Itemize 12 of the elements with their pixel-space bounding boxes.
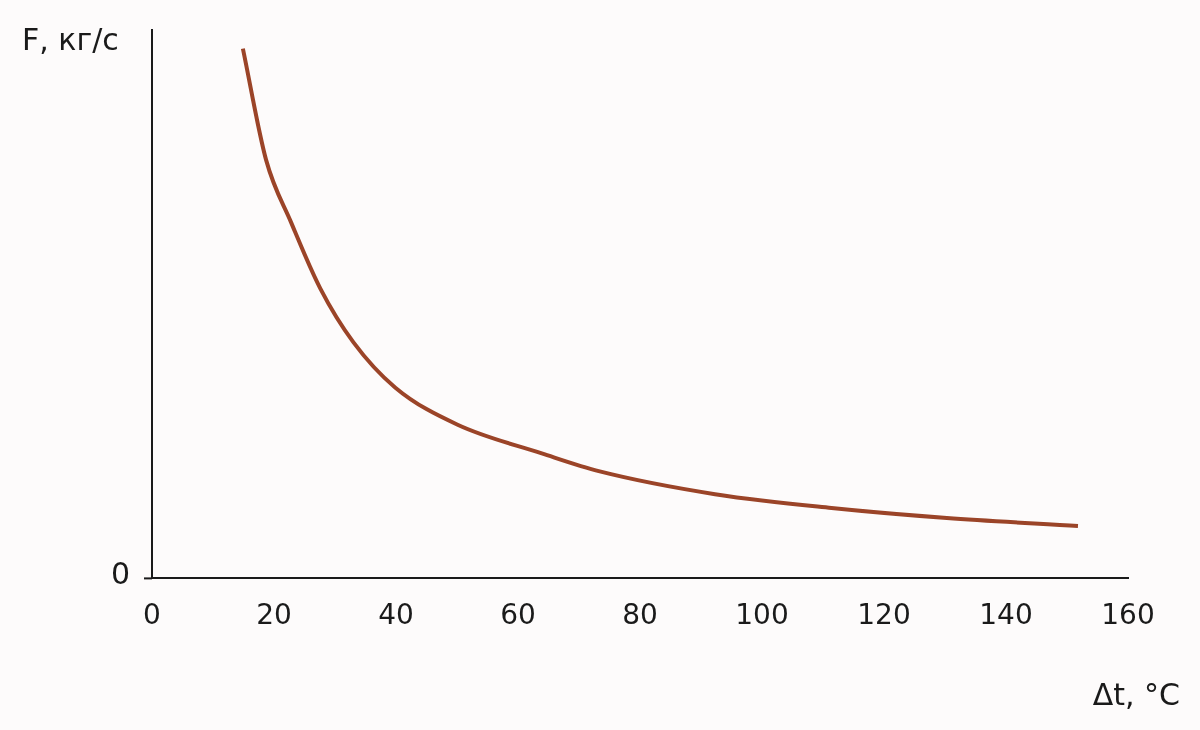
x-tick-label: 60	[500, 598, 536, 632]
text: 0	[110, 556, 130, 592]
x-axis-title: Δt, °С	[1092, 676, 1180, 712]
x-tick-label: 120	[857, 598, 911, 632]
x-tick-label: 80	[622, 598, 658, 632]
x-tick-label: 40	[378, 598, 414, 632]
x-tick-label: 160	[1101, 598, 1155, 632]
x-tick-label: 140	[979, 598, 1033, 632]
x-tick-label: 20	[256, 598, 292, 632]
x-tick-label: 100	[735, 598, 789, 632]
x-tick-label: 0	[143, 598, 161, 632]
y-axis-title: F, кг/с	[22, 21, 119, 57]
